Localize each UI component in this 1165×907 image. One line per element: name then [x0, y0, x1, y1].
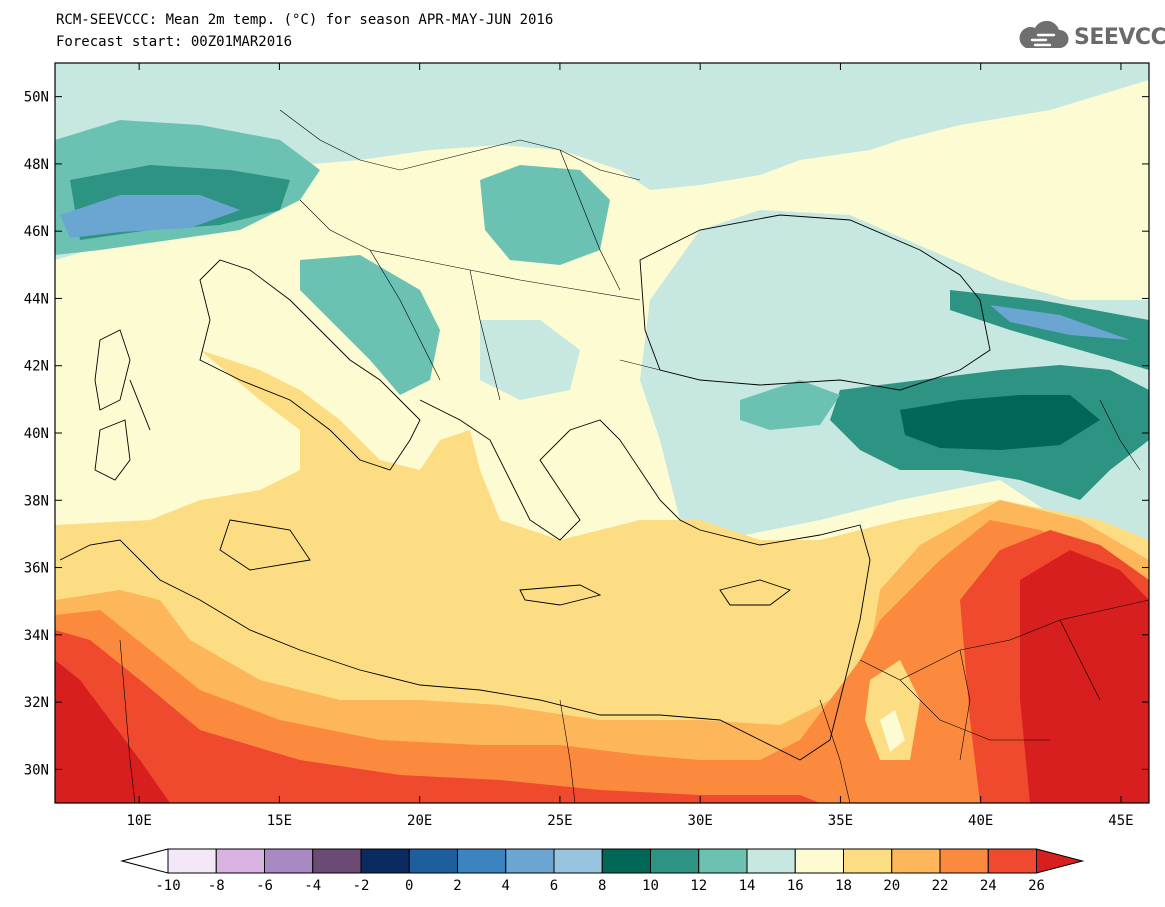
- lon-tick-label: 30E: [688, 813, 713, 829]
- borders: [119, 109, 1149, 803]
- colorbar-label: -8: [208, 878, 225, 894]
- logo-text: SEEVCCC: [1074, 24, 1165, 50]
- lat-tick-label: 40N: [24, 426, 49, 442]
- colorbar-swatch: [698, 848, 748, 874]
- colorbar-label: 12: [690, 878, 707, 894]
- dinaric-region: [300, 255, 440, 395]
- colorbar-swatch: [312, 848, 362, 874]
- colorbar-swatch: [601, 848, 651, 874]
- colorbar-label: 0: [405, 878, 413, 894]
- alps-cold-region: [60, 195, 240, 238]
- colorbar-swatch: [794, 848, 844, 874]
- lat-tick-label: 42N: [24, 359, 49, 375]
- colorbar-label: -10: [155, 878, 180, 894]
- lat-tick-label: 30N: [24, 762, 49, 778]
- colorbar-label: 2: [453, 878, 461, 894]
- central-anatolia-region: [740, 380, 840, 430]
- extreme-hot-arabia-region: [1020, 550, 1149, 803]
- carpathian-region: [480, 165, 610, 265]
- very-hot-libya-region: [55, 630, 820, 803]
- colorbar-swatch: [408, 848, 458, 874]
- longitude-axis: 10E 15E 20E 25E 30E 35E 40E 45E: [127, 63, 1134, 829]
- colorbar-swatch: [891, 848, 941, 874]
- colorbar-swatch: [167, 848, 217, 874]
- colorbar-label: 22: [932, 878, 949, 894]
- balkan-light-region: [480, 320, 580, 400]
- map-title: RCM-SEEVCCC: Mean 2m temp. (°C) for seas…: [56, 12, 554, 28]
- temperature-field: [55, 63, 1149, 803]
- forecast-start-subtitle: Forecast start: 00Z01MAR2016: [56, 34, 293, 50]
- lon-tick-label: 35E: [828, 813, 853, 829]
- caucasus-cold-region: [990, 305, 1130, 340]
- colorbar-swatch: [987, 848, 1037, 874]
- lon-tick-label: 45E: [1108, 813, 1133, 829]
- colorbar-label: 6: [550, 878, 558, 894]
- colorbar-over-arrow: [1036, 848, 1085, 874]
- colorbar-swatch: [553, 848, 603, 874]
- lon-tick-label: 15E: [267, 813, 292, 829]
- colorbar-swatch: [746, 848, 796, 874]
- lon-tick-label: 25E: [547, 813, 572, 829]
- lat-tick-label: 32N: [24, 695, 49, 711]
- lat-tick-label: 36N: [24, 561, 49, 577]
- lat-tick-label: 34N: [24, 628, 49, 644]
- east-anatolia-cold-region: [900, 395, 1100, 450]
- seevccc-logo: SEEVCCC: [1016, 20, 1165, 54]
- colorbar-label: 10: [642, 878, 659, 894]
- lat-tick-label: 50N: [24, 90, 49, 106]
- colorbar-label: 14: [739, 878, 756, 894]
- colorbar-swatch: [457, 848, 507, 874]
- latitude-axis: 30N 32N 34N 36N 38N 40N 42N 44N 46N 48N 50N: [24, 90, 1149, 778]
- colorbar: -10 -8 -6 -4 -2 0 2 4 6 8 10 12 14 16 18 20 22 24 26: [120, 848, 1085, 894]
- colorbar-swatch: [215, 848, 265, 874]
- colorbar-swatch: [264, 848, 314, 874]
- jordan-light-pocket: [880, 710, 905, 752]
- colorbar-swatch: [843, 848, 893, 874]
- cloud-logo-icon: [1019, 20, 1069, 48]
- colorbar-swatch: [505, 848, 555, 874]
- colorbar-label: 4: [502, 878, 510, 894]
- colorbar-label: 8: [598, 878, 606, 894]
- colorbar-label: -6: [256, 878, 273, 894]
- lat-tick-label: 38N: [24, 493, 49, 509]
- north-cool-region: [55, 63, 1149, 260]
- colorbar-swatch: [360, 848, 410, 874]
- lon-tick-label: 10E: [127, 813, 152, 829]
- colorbar-label: -4: [304, 878, 321, 894]
- lat-tick-label: 48N: [24, 157, 49, 173]
- colorbar-label: 26: [1028, 878, 1045, 894]
- colorbar-swatch: [939, 848, 989, 874]
- colorbar-label: 16: [787, 878, 804, 894]
- colorbar-label: 18: [835, 878, 852, 894]
- colorbar-label: 20: [883, 878, 900, 894]
- colorbar-label: -2: [353, 878, 370, 894]
- jordan-cool-pocket: [865, 660, 920, 760]
- colorbar-swatch: [650, 848, 700, 874]
- lat-tick-label: 44N: [24, 291, 49, 307]
- colorbar-under-arrow: [120, 848, 169, 874]
- extreme-hot-sahara-region: [55, 660, 170, 803]
- lat-tick-label: 46N: [24, 224, 49, 240]
- lon-tick-label: 20E: [407, 813, 432, 829]
- lon-tick-label: 40E: [968, 813, 993, 829]
- colorbar-label: 24: [980, 878, 997, 894]
